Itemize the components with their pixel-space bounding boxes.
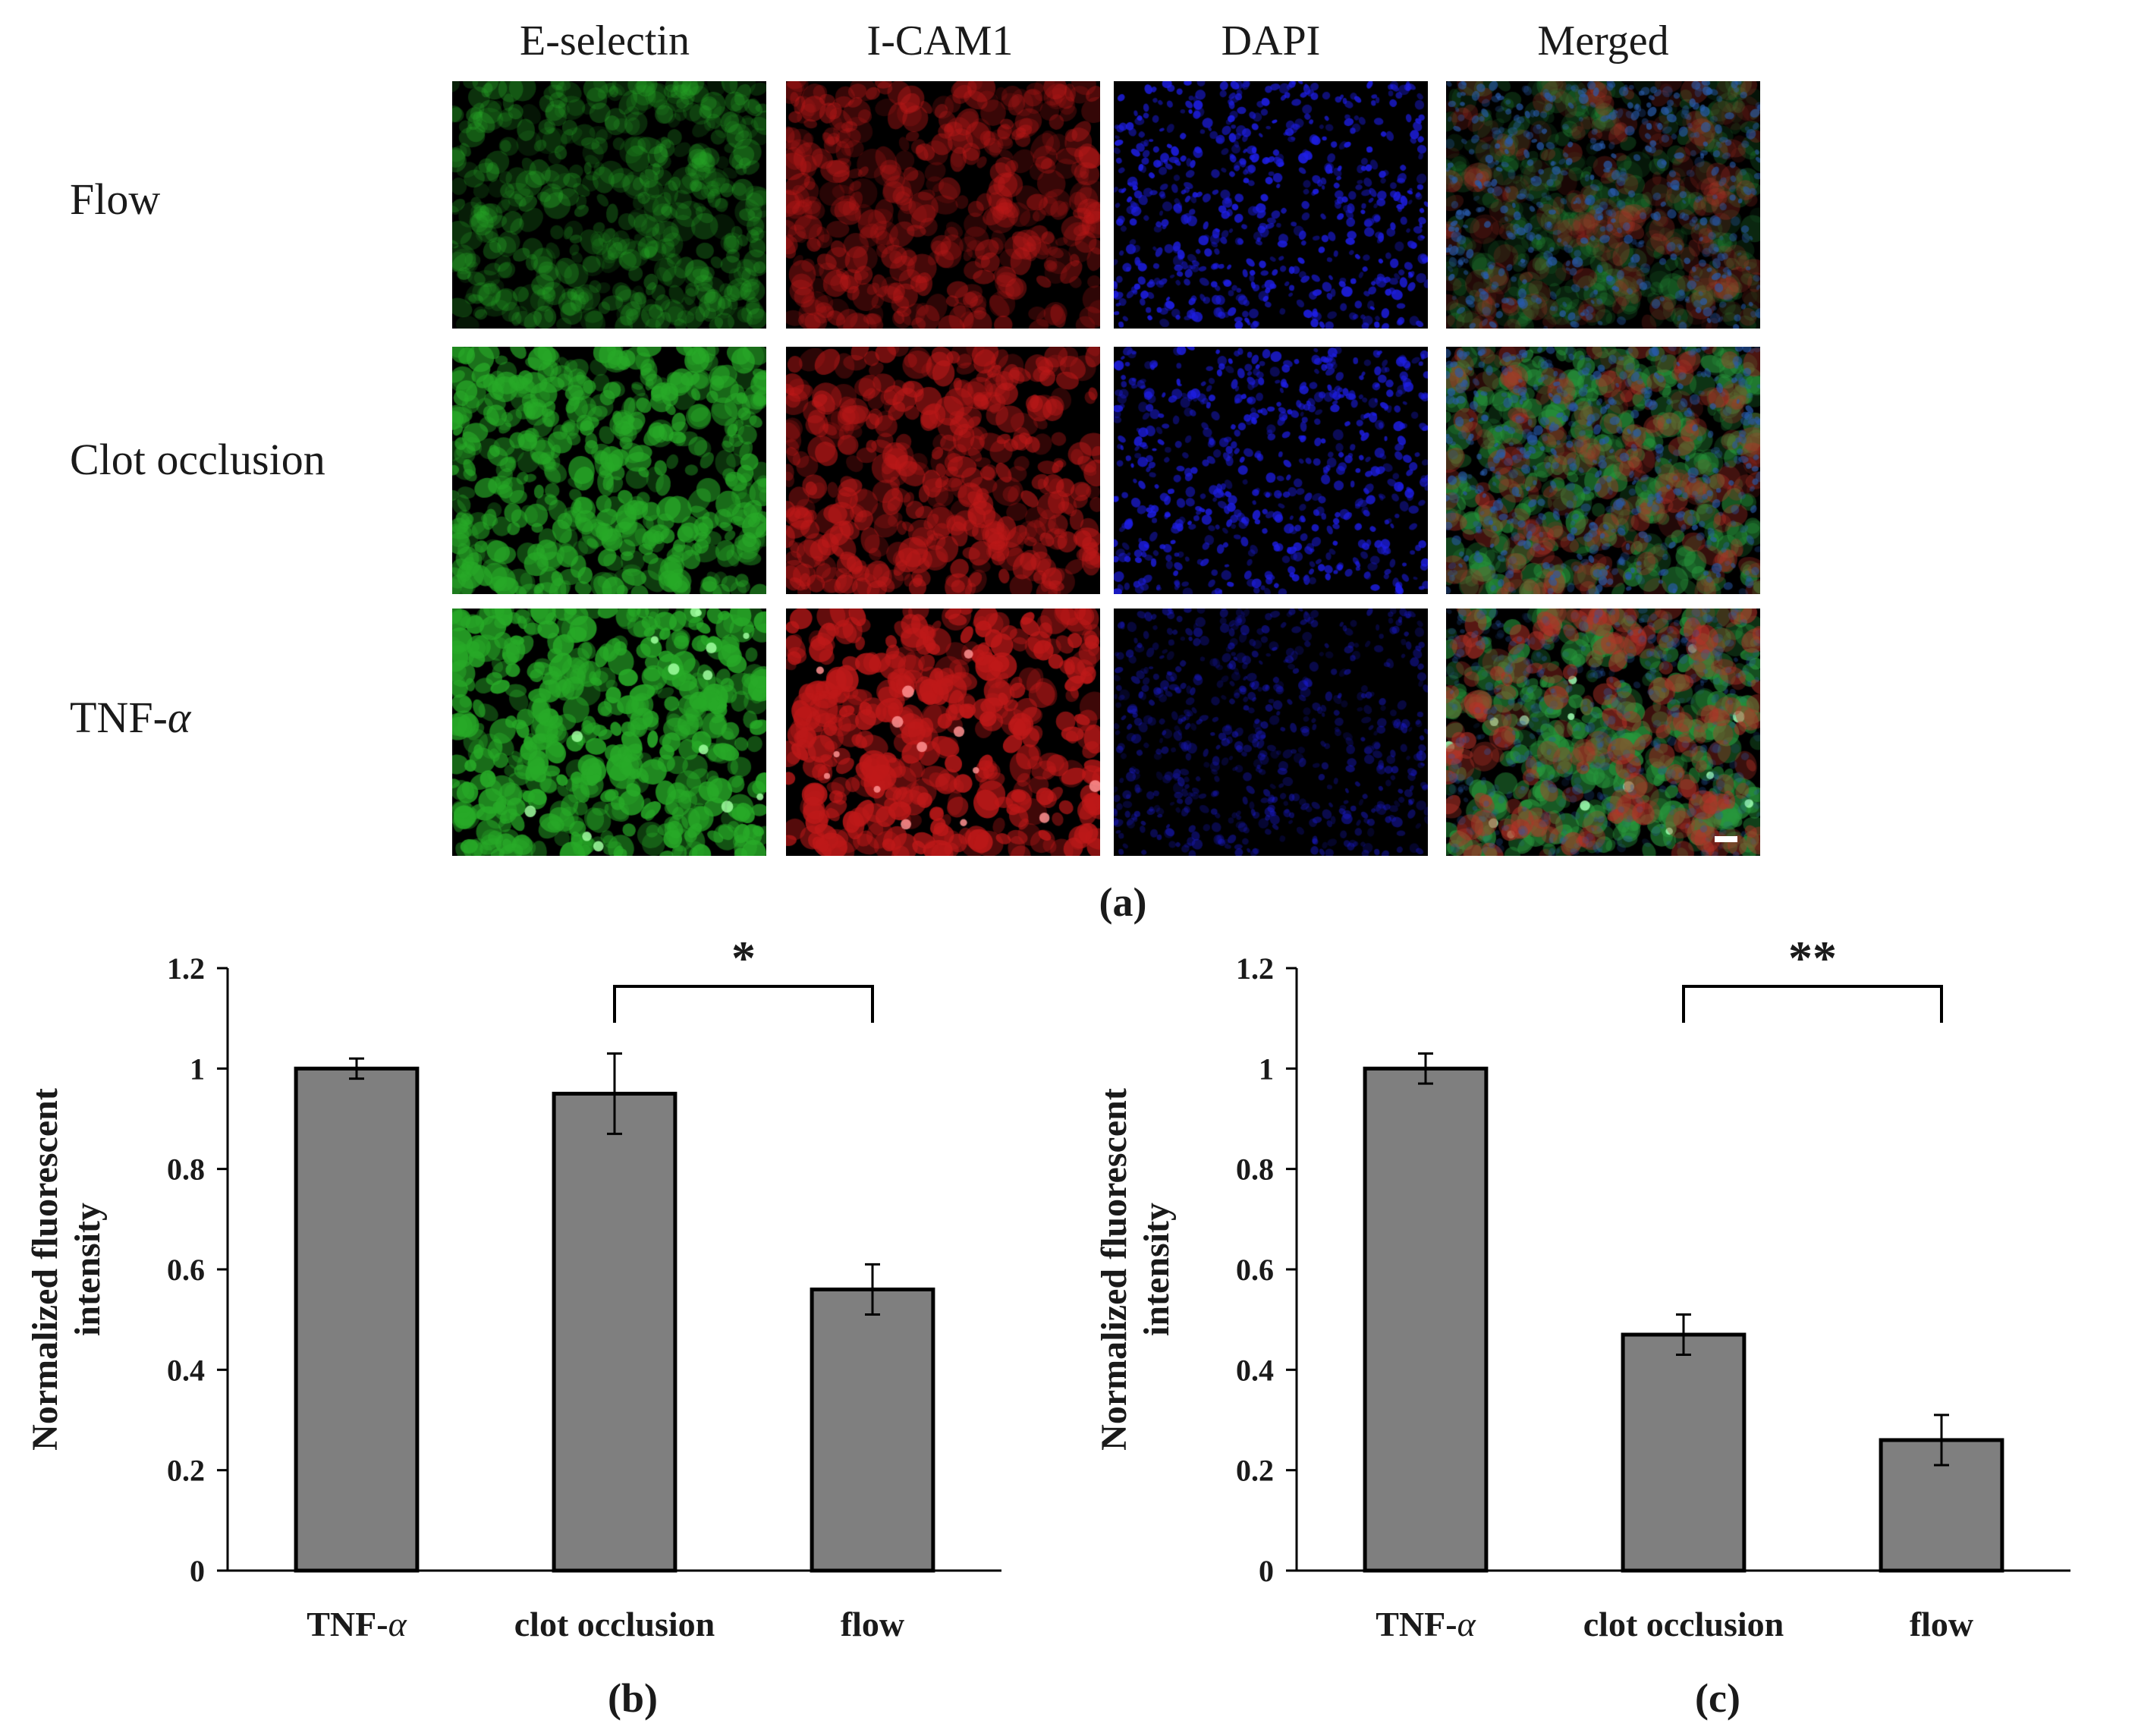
significance-marker: * (731, 931, 756, 985)
x-tick-label-0: TNF-α (307, 1605, 407, 1643)
micrograph-clot-occlusion-i-cam1 (786, 347, 1100, 594)
y-tick-label: 0.8 (1236, 1153, 1274, 1187)
scale-bar (1715, 836, 1737, 842)
row-label-clot-occlusion: Clot occlusion (70, 435, 325, 484)
micrograph-tnf-alpha-i-cam1 (786, 609, 1100, 856)
micrograph-flow-merged (1446, 81, 1760, 329)
micrograph-flow-dapi (1114, 81, 1428, 329)
bar-0 (1363, 1066, 1489, 1573)
significance-marker: ** (1788, 931, 1837, 985)
micrograph-tnf-alpha-dapi (1114, 609, 1428, 856)
y-tick-label: 1 (190, 1052, 205, 1086)
y-tick-label: 0.6 (1236, 1253, 1274, 1287)
y-tick-label: 0.2 (1236, 1454, 1274, 1488)
x-tick-label-0: TNF-α (1376, 1605, 1476, 1643)
panel-label-a: (a) (1099, 879, 1147, 925)
panel-label-c: (c) (1695, 1675, 1740, 1721)
column-header-dapi: DAPI (1221, 17, 1321, 64)
y-axis-label: Normalized fluorescentintensity (1094, 1088, 1177, 1451)
y-tick-label: 0.6 (167, 1253, 205, 1287)
y-axis-label: Normalized fluorescentintensity (25, 1088, 108, 1451)
bar-1 (1621, 1332, 1747, 1573)
y-tick-label: 0 (1259, 1554, 1274, 1588)
row-label-tnf-alpha: TNF-α (70, 690, 190, 745)
y-tick-label: 0.4 (167, 1353, 205, 1387)
row-label-flow: Flow (70, 175, 161, 224)
y-tick-label: 0.2 (167, 1454, 205, 1488)
micrograph-flow-i-cam1 (786, 81, 1100, 329)
micrograph-tnf-alpha-e-selectin (452, 609, 766, 856)
column-header-e-selectin: E-selectin (520, 17, 690, 64)
y-tick-label: 1 (1259, 1052, 1274, 1086)
significance-bracket (1682, 985, 1943, 1023)
y-tick-label: 0.4 (1236, 1353, 1274, 1387)
x-tick-label-1: clot occlusion (514, 1605, 715, 1643)
panel-label-b: (b) (608, 1675, 658, 1721)
bar-2 (810, 1287, 935, 1573)
micrograph-clot-occlusion-dapi (1114, 347, 1428, 594)
column-header-merged: Merged (1537, 17, 1669, 64)
y-tick-label: 0.8 (167, 1153, 205, 1187)
x-tick-label-1: clot occlusion (1583, 1605, 1784, 1643)
bar-1 (552, 1091, 678, 1573)
y-tick-label: 1.2 (167, 951, 205, 986)
x-tick-label-2: flow (1910, 1605, 1973, 1643)
bar-series-c (1363, 1052, 2004, 1573)
row-label-tnf-prefix: TNF- (70, 693, 168, 742)
micrograph-clot-occlusion-merged (1446, 347, 1760, 594)
bar-series-b (294, 1052, 935, 1573)
bar-chart-b: 0 0.2 0.4 0.6 0.8 1 1.2 Normalized fluorescenti… (25, 931, 1001, 1643)
micrograph-tnf-alpha-merged (1446, 609, 1760, 856)
micrograph-clot-occlusion-e-selectin (452, 347, 766, 594)
row-label-tnf-greek: α (167, 693, 191, 742)
bar-chart-c: 0 0.2 0.4 0.6 0.8 1 1.2 Normalized fluorescenti… (1094, 931, 2070, 1643)
x-tick-label-2: flow (841, 1605, 904, 1643)
bar-0 (294, 1066, 420, 1573)
column-header-icam1: I-CAM1 (866, 17, 1014, 64)
significance-bracket (613, 985, 874, 1023)
y-tick-label: 0 (190, 1554, 205, 1588)
micrograph-flow-e-selectin (452, 81, 766, 329)
y-tick-label: 1.2 (1236, 951, 1274, 986)
